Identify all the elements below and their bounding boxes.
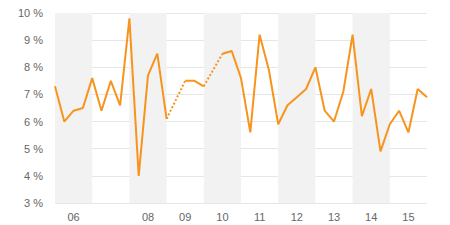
svg-text:9 %: 9 % [24,34,43,46]
svg-text:10 %: 10 % [18,7,43,19]
svg-text:14: 14 [365,211,377,223]
svg-text:11: 11 [254,211,265,223]
svg-text:6 %: 6 % [24,116,43,128]
svg-text:12: 12 [291,211,303,223]
svg-text:08: 08 [142,211,154,223]
svg-text:8 %: 8 % [24,61,43,73]
svg-text:06: 06 [67,211,79,223]
svg-text:10: 10 [216,211,228,223]
svg-text:3 %: 3 % [24,197,43,209]
svg-text:5 %: 5 % [24,143,43,155]
svg-text:13: 13 [328,211,340,223]
svg-text:15: 15 [402,211,414,223]
svg-text:09: 09 [179,211,191,223]
svg-text:4 %: 4 % [24,170,43,182]
svg-text:7 %: 7 % [24,88,43,100]
